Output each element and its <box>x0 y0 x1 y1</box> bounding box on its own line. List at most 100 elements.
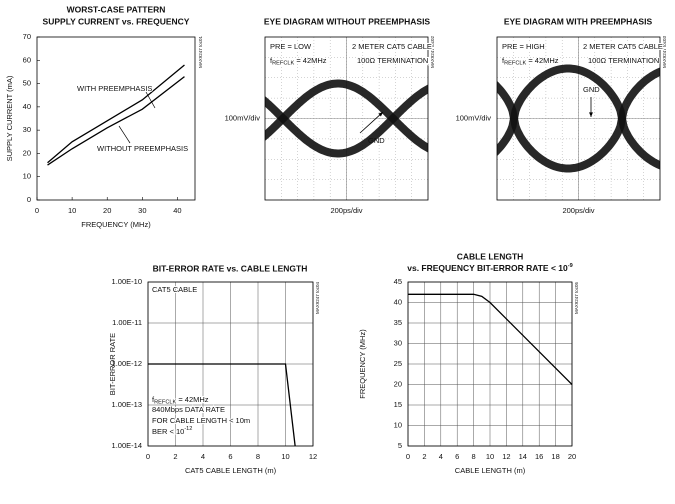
x-axis-label: FREQUENCY (MHz) <box>81 220 151 229</box>
chart-title: vs. FREQUENCY BIT-ERROR RATE < 10-9 <box>407 263 573 273</box>
series-line <box>47 76 185 166</box>
annotation-part: = 42MHz <box>294 56 327 65</box>
series-label: WITH PREEMPHASIS <box>77 84 152 93</box>
annotation-sub: REFCLK <box>272 61 294 67</box>
y-tick-label: 20 <box>23 148 31 157</box>
x-tick-label: 20 <box>103 206 111 215</box>
x-tick-label: 12 <box>502 452 510 461</box>
series-label-leader <box>145 91 156 109</box>
x-tick-label: 6 <box>455 452 459 461</box>
x-tick-label: 6 <box>228 452 232 461</box>
x-scale-label: 200ps/div <box>562 206 594 215</box>
chart-title: CABLE LENGTH <box>457 251 524 261</box>
annotation: CAT5 CABLE <box>152 285 197 294</box>
plot-frame <box>264 36 429 201</box>
y-tick-label: 45 <box>394 277 402 286</box>
x-tick-label: 8 <box>472 452 476 461</box>
y-scale-label: 100mV/div <box>456 113 492 122</box>
annotation: PRE = HIGH <box>502 42 545 51</box>
y-tick-label: 0 <box>27 195 31 204</box>
arrow-head <box>378 112 383 117</box>
plot-frame <box>36 36 196 201</box>
x-tick-label: 10 <box>486 452 494 461</box>
x-tick-label: 0 <box>406 452 410 461</box>
annotation-arrow <box>359 111 384 134</box>
figure-code: MAX9247 toc05 <box>574 281 579 314</box>
x-tick-label: 2 <box>173 452 177 461</box>
series-line <box>47 64 185 164</box>
y-tick-label: 35 <box>394 318 402 327</box>
annotation-part: f <box>270 56 273 65</box>
annotation: 100Ω TERMINATION <box>588 56 659 65</box>
y-tick-label: 25 <box>394 359 402 368</box>
x-axis-label: CABLE LENGTH (m) <box>455 466 526 475</box>
chart-title: BIT-ERROR RATE vs. CABLE LENGTH <box>153 263 308 273</box>
y-tick-label: 40 <box>394 297 402 306</box>
y-tick-label: 1.00E-14 <box>112 441 142 450</box>
series-line <box>148 363 296 447</box>
y-tick-label: 15 <box>394 400 402 409</box>
figure-code: MAX9247 toc04 <box>315 281 320 314</box>
eye-trace <box>265 79 428 153</box>
figure-code: MAX9247 toc02 <box>430 35 435 68</box>
eye-trace <box>497 67 660 173</box>
x-tick-label: 4 <box>201 452 205 461</box>
y-tick-label: 20 <box>394 379 402 388</box>
y-axis-label: SUPPLY CURRENT (mA) <box>5 75 14 161</box>
annotation-part: BER < 10 <box>152 427 184 436</box>
annotation-part: = 42MHz <box>526 56 559 65</box>
y-tick-label: 1.00E-10 <box>112 277 142 286</box>
y-tick-label: 30 <box>23 125 31 134</box>
series-label-leader <box>118 125 131 144</box>
y-tick-label: 30 <box>394 338 402 347</box>
x-axis-label: CAT5 CABLE LENGTH (m) <box>185 466 277 475</box>
annotation: 2 METER CAT5 CABLE <box>583 42 663 51</box>
y-axis-label: BIT-ERROR RATE <box>108 333 117 395</box>
x-tick-label: 2 <box>422 452 426 461</box>
annotation-part: f <box>502 56 505 65</box>
annotation: GND <box>368 136 385 145</box>
chart-title: EYE DIAGRAM WITH PREEMPHASIS <box>504 16 653 26</box>
y-tick-label: 40 <box>23 102 31 111</box>
y-tick-label: 10 <box>23 172 31 181</box>
annotation: 100Ω TERMINATION <box>357 56 428 65</box>
annotation-sup: -12 <box>184 426 192 432</box>
x-tick-label: 0 <box>146 452 150 461</box>
chart-title: EYE DIAGRAM WITHOUT PREEMPHASIS <box>264 16 431 26</box>
y-tick-label: 50 <box>23 79 31 88</box>
x-tick-label: 10 <box>68 206 76 215</box>
x-tick-label: 12 <box>309 452 317 461</box>
y-axis-label: FREQUENCY (MHz) <box>358 329 367 399</box>
y-tick-label: 60 <box>23 55 31 64</box>
y-tick-label: 10 <box>394 420 402 429</box>
x-tick-label: 16 <box>535 452 543 461</box>
x-scale-label: 200ps/div <box>330 206 362 215</box>
series-line <box>408 293 573 385</box>
x-tick-label: 0 <box>35 206 39 215</box>
annotation-part: = 42MHz <box>176 395 209 404</box>
annotation: fREFCLK = 42MHz <box>270 56 327 67</box>
plot-frame <box>407 281 573 447</box>
plot-frame <box>496 36 661 201</box>
x-tick-label: 40 <box>173 206 181 215</box>
eye-trace <box>497 64 660 170</box>
y-scale-label: 100mV/div <box>225 113 261 122</box>
y-tick-label: 1.00E-12 <box>112 359 142 368</box>
annotation: FOR CABLE LENGTH < 10m <box>152 416 250 425</box>
y-tick-label: 1.00E-11 <box>112 318 142 327</box>
x-tick-label: 18 <box>551 452 559 461</box>
y-tick-label: 5 <box>398 441 402 450</box>
series-label: WITHOUT PREEMPHASIS <box>97 144 188 153</box>
annotation: 2 METER CAT5 CABLE <box>352 42 432 51</box>
annotation-sub: REFCLK <box>154 400 176 406</box>
y-tick-label: 1.00E-13 <box>112 400 142 409</box>
chart-title-part: vs. FREQUENCY BIT-ERROR RATE < 10 <box>407 263 568 273</box>
annotation: GND <box>583 85 600 94</box>
annotation: PRE = LOW <box>270 42 312 51</box>
y-tick-label: 70 <box>23 32 31 41</box>
chart-title: WORST-CASE PATTERN <box>67 4 166 14</box>
chart-title-sup: -9 <box>568 263 573 269</box>
annotation: 840Mbps DATA RATE <box>152 405 225 414</box>
x-tick-label: 30 <box>138 206 146 215</box>
